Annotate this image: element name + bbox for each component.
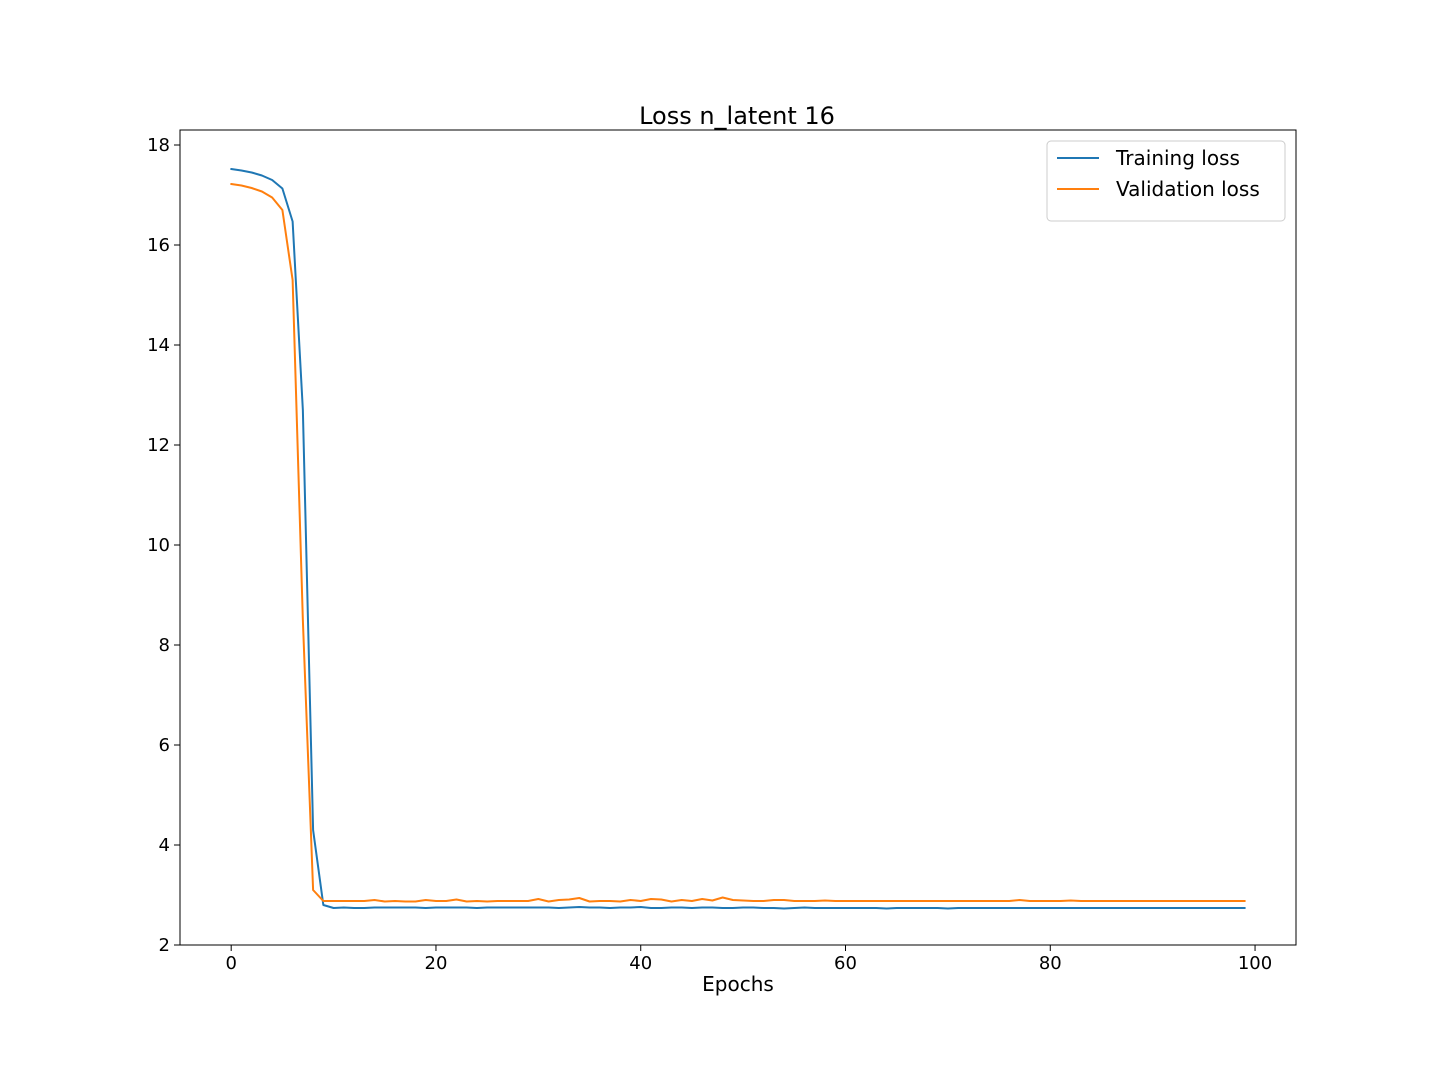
x-axis: 0 20 40 60 80 100: [225, 945, 1272, 974]
y-axis: 2 4 6 8 10 12 14 16 18: [147, 135, 180, 956]
legend-label-validation-loss: Validation loss: [1116, 177, 1260, 201]
y-tick-label: 14: [147, 335, 170, 356]
y-tick-label: 12: [147, 435, 170, 456]
y-tick-label: 18: [147, 135, 170, 156]
y-tick-label: 8: [159, 635, 170, 656]
x-tick-label: 0: [225, 953, 236, 974]
plot-area: [230, 168, 1246, 910]
x-tick-label: 60: [834, 953, 857, 974]
x-axis-label: Epochs: [702, 972, 774, 996]
y-tick-label: 16: [147, 235, 170, 256]
x-tick-label: 20: [425, 953, 448, 974]
y-tick-label: 10: [147, 535, 170, 556]
y-tick-label: 2: [159, 935, 170, 956]
y-tick-label: 4: [159, 835, 170, 856]
legend: Training loss Validation loss: [1046, 140, 1286, 222]
chart-title: Loss n_latent 16: [639, 102, 835, 130]
series-line-training-loss: [230, 168, 1246, 910]
x-tick-label: 40: [629, 953, 652, 974]
legend-label-training-loss: Training loss: [1115, 146, 1240, 170]
x-tick-label: 100: [1238, 953, 1272, 974]
y-tick-label: 6: [159, 735, 170, 756]
axes-frame: [179, 129, 1297, 946]
legend-box: [1046, 140, 1286, 222]
x-tick-label: 80: [1039, 953, 1062, 974]
series-line-validation-loss: [230, 183, 1246, 903]
